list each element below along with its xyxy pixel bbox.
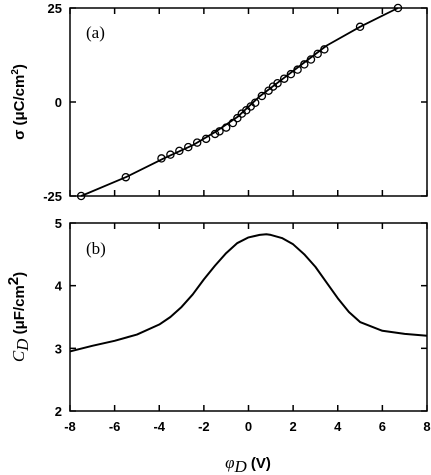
panel-a-data-point	[175, 146, 184, 156]
panel-b-series-line	[69, 233, 428, 353]
panel-a-ytick-label: -25	[43, 189, 62, 204]
panel-b: (b) 2 3 4 5 -8 -6 -4 -2 0 2 4 6 8 CD (μF/cm2) φD (V…	[5, 216, 431, 475]
panel-b-ytick-label: 4	[55, 279, 63, 294]
panel-a-data-point	[228, 118, 238, 128]
panel-a-data-point	[157, 154, 166, 163]
panel-a-data-point	[250, 98, 260, 108]
panel-a-series-line	[80, 7, 399, 197]
panel-b-xtick-label: 8	[423, 419, 430, 434]
panel-b-label: (b)	[86, 239, 106, 258]
panel-a-ytick-label: 0	[55, 95, 62, 110]
panel-b-xtick-label: 4	[334, 419, 342, 434]
panel-a-data-point	[210, 129, 220, 139]
panel-b-xtick-label: -2	[198, 419, 210, 434]
panel-a-data-point	[201, 134, 211, 144]
panel-a-data-point	[293, 65, 302, 74]
panel-a-data-point	[320, 45, 329, 54]
panel-b-xtick-label: -4	[153, 419, 165, 434]
panel-b-xtick-label: -6	[109, 419, 121, 434]
panel-a-data-point	[184, 142, 193, 152]
panel-b-ytick-label: 5	[55, 216, 62, 231]
panel-a: (a) -25 0 25 σ (μC/cm2)	[10, 1, 428, 204]
panel-a-data-point	[166, 150, 175, 159]
panel-a-data-point	[306, 55, 316, 64]
panel-a-frame	[69, 7, 428, 197]
panel-b-xlabel: φD (V)	[225, 453, 271, 475]
panel-a-data-point	[313, 49, 322, 59]
panel-b-xtick-label: 6	[379, 419, 386, 434]
panel-a-data-point	[355, 22, 365, 32]
panel-a-data-point	[192, 138, 202, 147]
panel-a-data-point	[233, 113, 242, 123]
panel-a-data-point	[215, 127, 224, 136]
panel-b-ytick-label: 2	[55, 404, 62, 419]
panel-a-data-point	[121, 172, 131, 182]
panel-a-data-point	[300, 60, 309, 69]
panel-a-label: (a)	[86, 23, 105, 42]
panel-b-ylabel: CD (μF/cm2)	[5, 272, 32, 362]
panel-a-ytick-label: 25	[48, 1, 62, 16]
panel-a-data-point	[273, 78, 282, 88]
panel-a-data-point	[286, 69, 296, 79]
panel-b-xtick-label: 0	[245, 419, 252, 434]
panel-b-ytick-label: 3	[55, 341, 62, 356]
panel-a-data-point	[393, 3, 403, 13]
panel-b-xtick-label: -8	[64, 419, 76, 434]
panel-a-ylabel: σ (μC/cm2)	[10, 64, 28, 140]
panel-a-data-point	[279, 74, 289, 83]
panel-a-data-point	[221, 123, 231, 132]
panel-a-data-point	[257, 91, 267, 101]
panel-b-frame	[69, 222, 428, 412]
panel-a-data-point	[76, 191, 86, 201]
panel-b-xtick-label: 2	[290, 419, 297, 434]
